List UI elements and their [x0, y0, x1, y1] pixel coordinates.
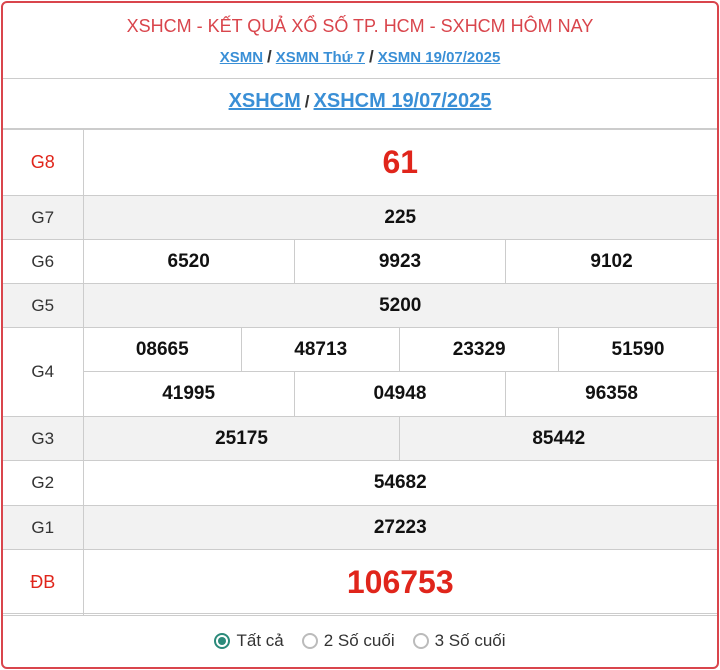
link-xshcm[interactable]: XSHCM — [228, 90, 301, 112]
radio-icon[interactable] — [301, 632, 318, 649]
filter-label: 3 Số cuối — [434, 630, 506, 650]
digit-filter: Tất cả 2 Số cuối 3 Số cuối — [3, 613, 717, 667]
prize-value: 225 — [82, 195, 717, 240]
prize-label: G3 — [3, 416, 84, 461]
prize-label: G2 — [3, 460, 84, 506]
page-title: XSHCM - KẾT QUẢ XỔ SỐ TP. HCM - SXHCM HÔ… — [126, 16, 594, 36]
prize-label: G7 — [3, 195, 84, 240]
row-g7: G7 225 — [3, 195, 717, 240]
separator: / — [267, 47, 272, 66]
prize-value: 23329 — [399, 327, 559, 372]
row-g5: G5 5200 — [3, 283, 717, 328]
prize-value: 54682 — [82, 460, 717, 506]
prize-value: 96358 — [505, 371, 717, 417]
prize-value: 41995 — [82, 371, 295, 417]
prize-value: 9102 — [505, 239, 717, 284]
crumb-xsmn-date[interactable]: XSMN 19/07/2025 — [377, 49, 501, 66]
crumb-xsmn[interactable]: XSMN — [219, 49, 264, 66]
row-g3: G3 25175 85442 — [3, 416, 717, 461]
prize-value: 27223 — [82, 505, 717, 550]
row-g4: G4 08665 48713 23329 51590 — [3, 327, 717, 417]
row-g4b: 41995 04948 96358 — [3, 371, 717, 417]
filter-2-digits[interactable]: 2 Số cuối — [301, 630, 395, 651]
prize-value: 9923 — [293, 239, 507, 284]
prize-label: G1 — [3, 505, 84, 550]
link-xshcm-date[interactable]: XSHCM 19/07/2025 — [313, 90, 492, 112]
prize-label: ĐB — [3, 549, 84, 616]
filter-label: 2 Số cuối — [323, 630, 395, 650]
prize-value: 08665 — [82, 327, 242, 372]
prize-value: 04948 — [293, 371, 507, 417]
prize-value: 48713 — [240, 327, 401, 372]
crumb-xsmn-thu7[interactable]: XSMN Thứ 7 — [275, 49, 365, 66]
prize-label: G4 — [3, 327, 84, 417]
row-g1: G1 27223 — [3, 505, 717, 550]
prize-value: 5200 — [82, 283, 717, 328]
radio-icon[interactable] — [412, 632, 429, 649]
prize-value: 25175 — [82, 416, 401, 461]
prize-value: 51590 — [557, 327, 717, 372]
filter-label: Tất cả — [236, 630, 284, 650]
prize-label: G8 — [3, 129, 84, 196]
row-g6: G6 6520 9923 9102 — [3, 239, 717, 284]
filter-all[interactable]: Tất cả — [214, 630, 284, 651]
row-g8: G8 61 — [3, 129, 717, 196]
header: XSHCM - KẾT QUẢ XỔ SỐ TP. HCM - SXHCM HÔ… — [3, 3, 717, 79]
subheader: XSHCM / XSHCM 19/07/2025 — [3, 79, 717, 129]
results-table: G8 61 G7 225 G6 6520 9923 9102 G5 5200 G4 08665… — [3, 129, 717, 616]
row-db: ĐB 106753 — [3, 549, 717, 616]
prize-value: 106753 — [82, 549, 717, 616]
row-g2: G2 54682 — [3, 460, 717, 506]
prize-value: 61 — [82, 129, 717, 196]
prize-label: G6 — [3, 239, 84, 284]
radio-checked-icon[interactable] — [214, 632, 231, 649]
separator: / — [304, 92, 310, 111]
breadcrumb: XSMN / XSMN Thứ 7/XSMN 19/07/2025 — [3, 47, 717, 67]
prize-label: G5 — [3, 283, 84, 328]
prize-value: 6520 — [82, 239, 295, 284]
filter-3-digits[interactable]: 3 Số cuối — [412, 630, 506, 651]
separator: / — [368, 47, 374, 66]
prize-value: 85442 — [399, 416, 717, 461]
